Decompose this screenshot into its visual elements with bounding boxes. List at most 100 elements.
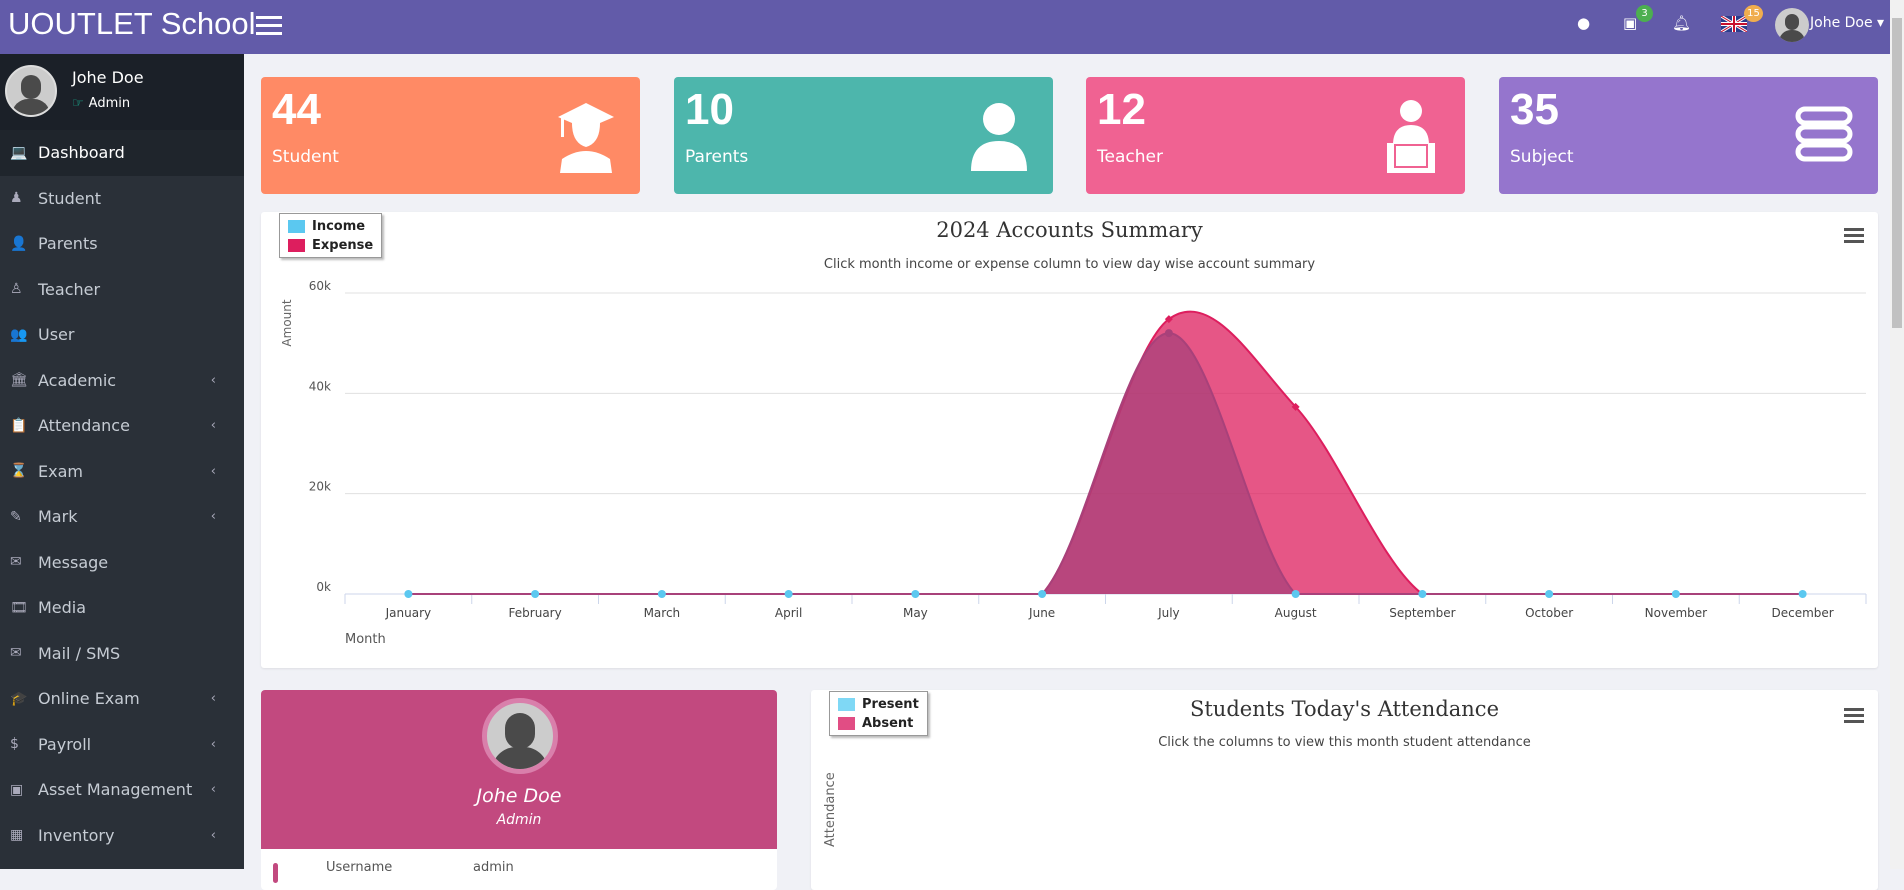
- sidebar-item-user[interactable]: 👥 User: [0, 312, 244, 358]
- x-tick-label: September: [1389, 606, 1455, 620]
- sidebar-item-mark[interactable]: ✎ Mark ‹: [0, 494, 244, 540]
- sidebar: Johe Doe ☞ Admin 💻 Dashboard ♟ Student 👤 Paren…: [0, 54, 244, 869]
- income-point[interactable]: [1038, 590, 1047, 598]
- stat-label: Student: [272, 147, 339, 167]
- profile-card: Johe Doe Admin Username admin: [261, 690, 777, 890]
- user-menu-dropdown[interactable]: Johe Doe ▾: [1810, 15, 1885, 31]
- x-tick-label: January: [385, 606, 432, 620]
- sidebar-item-mail-sms[interactable]: ✉ Mail / SMS: [0, 631, 244, 677]
- attendance-subtitle: Click the columns to view this month stu…: [1158, 735, 1531, 750]
- sidebar-item-attendance[interactable]: 📋 Attendance ‹: [0, 403, 244, 449]
- attendance-menu-button[interactable]: [1844, 708, 1864, 726]
- sidebar-toggle-button[interactable]: [256, 16, 282, 36]
- income-point[interactable]: [1291, 590, 1300, 598]
- sidebar-item-label: Parents: [38, 234, 98, 254]
- chevron-left-icon: ‹: [210, 827, 216, 843]
- income-point[interactable]: [657, 590, 666, 598]
- calendar-plus-icon[interactable]: ▣: [1623, 14, 1638, 32]
- username-value: admin: [473, 860, 514, 875]
- stat-card-parents[interactable]: 10 Parents: [674, 77, 1053, 194]
- chevron-left-icon: ‹: [210, 418, 216, 434]
- chevron-left-icon: ‹: [210, 372, 216, 388]
- x-tick-label: July: [1157, 606, 1180, 620]
- income-point[interactable]: [404, 590, 413, 598]
- hourglass-icon: ⌛: [10, 463, 28, 480]
- envelope-icon: ✉: [10, 554, 22, 571]
- chevron-left-icon: ‹: [210, 509, 216, 525]
- sidebar-item-academic[interactable]: 🏛 Academic ‹: [0, 358, 244, 404]
- user-icon: 👤: [10, 235, 28, 252]
- sidebar-item-label: Payroll: [38, 734, 92, 754]
- income-point[interactable]: [1671, 590, 1680, 598]
- attendance-chart: Students Today's Attendance Click the co…: [811, 690, 1878, 890]
- sidebar-item-payroll[interactable]: $ Payroll ‹: [0, 722, 244, 768]
- income-point[interactable]: [1418, 590, 1427, 598]
- stat-count: 44: [272, 85, 321, 134]
- sidebar-item-student[interactable]: ♟ Student: [0, 176, 244, 222]
- income-point[interactable]: [1545, 590, 1554, 598]
- chart-subtitle: Click month income or expense column to …: [823, 257, 1316, 272]
- row-marker: [273, 863, 278, 883]
- sidebar-item-media[interactable]: 🎞 Media: [0, 585, 244, 631]
- y-tick-label: 60k: [309, 279, 331, 293]
- x-tick-label: August: [1275, 606, 1317, 620]
- graduation-cap-icon: 🎓: [10, 690, 28, 707]
- x-tick-label: April: [775, 606, 802, 620]
- sidebar-item-label: Dashboard: [38, 143, 125, 163]
- attendance-title: Students Today's Attendance: [1189, 697, 1499, 721]
- chart-menu-button[interactable]: [1844, 228, 1864, 246]
- stat-card-teacher[interactable]: 12 Teacher: [1086, 77, 1465, 194]
- chevron-left-icon: ‹: [210, 736, 216, 752]
- legend-absent[interactable]: Absent: [838, 714, 919, 733]
- uk-flag-icon[interactable]: [1720, 14, 1748, 34]
- sidebar-item-teacher[interactable]: ♙ Teacher: [0, 267, 244, 313]
- student-icon: ♟: [10, 190, 23, 207]
- sidebar-item-parents[interactable]: 👤 Parents: [0, 221, 244, 267]
- sidebar-item-dashboard[interactable]: 💻 Dashboard: [0, 130, 244, 176]
- globe-icon[interactable]: ●: [1577, 14, 1591, 32]
- legend-income[interactable]: Income: [288, 217, 373, 236]
- legend-expense[interactable]: Expense: [288, 236, 373, 255]
- stat-card-student[interactable]: 44 Student: [261, 77, 640, 194]
- sidebar-item-label: Exam: [38, 461, 83, 481]
- brand-logo[interactable]: UOUTLET School: [8, 6, 256, 41]
- y-tick-label: 0k: [316, 580, 331, 594]
- income-point[interactable]: [1798, 590, 1807, 598]
- stat-count: 12: [1097, 85, 1146, 134]
- expense-point[interactable]: [1291, 402, 1300, 411]
- series-area-income[interactable]: [408, 333, 1803, 594]
- sidebar-item-online-exam[interactable]: 🎓 Online Exam ‹: [0, 676, 244, 722]
- archive-icon: ▣: [10, 781, 24, 798]
- y-tick-label: 40k: [309, 379, 331, 393]
- profile-card-role: Admin: [496, 812, 542, 828]
- page-scrollbar[interactable]: [1890, 0, 1904, 869]
- sidebar-item-label: Asset Management: [38, 780, 193, 800]
- sidebar-item-label: Message: [38, 552, 109, 572]
- user-avatar[interactable]: [1775, 8, 1809, 42]
- income-point[interactable]: [1164, 329, 1173, 338]
- top-navbar: UOUTLET School ● ▣ 3 🔔︎ 15 Johe Doe ▾: [0, 0, 1890, 54]
- x-tick-label: December: [1772, 606, 1834, 620]
- sidebar-item-inventory[interactable]: ▦ Inventory ‹: [0, 813, 244, 859]
- x-tick-label: March: [644, 606, 681, 620]
- sidebar-item-exam[interactable]: ⌛ Exam ‹: [0, 449, 244, 495]
- legend-present[interactable]: Present: [838, 695, 919, 714]
- income-point[interactable]: [531, 590, 540, 598]
- expense-point[interactable]: [1164, 315, 1173, 324]
- calendar-badge: 3: [1636, 5, 1653, 22]
- teacher-icon: [1379, 95, 1443, 173]
- stat-card-subject[interactable]: 35 Subject: [1499, 77, 1878, 194]
- sidebar-item-label: Student: [38, 188, 101, 208]
- sidebar-item-label: Online Exam: [38, 689, 140, 709]
- sidebar-item-message[interactable]: ✉ Message: [0, 540, 244, 586]
- sidebar-profile: Johe Doe ☞ Admin: [0, 54, 244, 130]
- income-point[interactable]: [911, 590, 920, 598]
- stat-count: 35: [1510, 85, 1559, 134]
- avatar: [5, 65, 57, 117]
- income-point[interactable]: [784, 590, 793, 598]
- chart-legend: Income Expense: [279, 213, 383, 258]
- profile-role: Admin: [88, 96, 131, 111]
- stat-label: Parents: [685, 147, 749, 167]
- bell-icon[interactable]: 🔔︎: [1672, 14, 1692, 32]
- sidebar-item-asset-management[interactable]: ▣ Asset Management ‹: [0, 767, 244, 813]
